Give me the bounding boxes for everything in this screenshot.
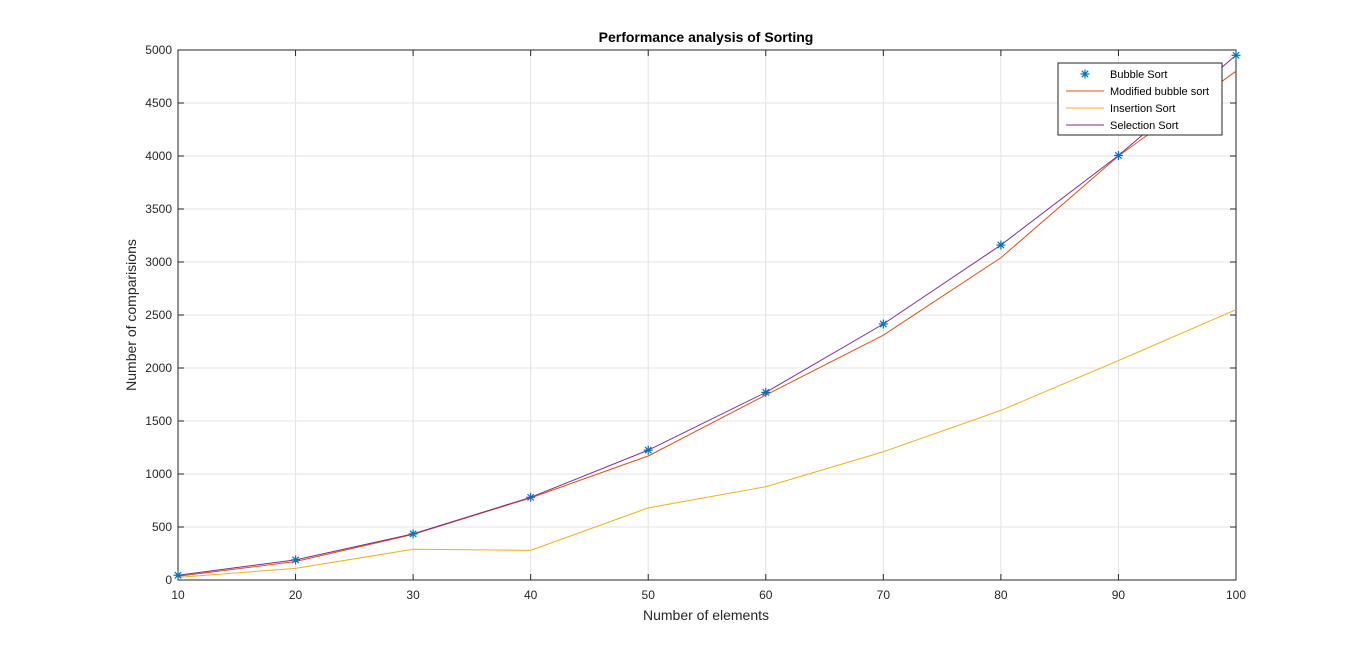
y-axis-label: Number of comparisions	[123, 239, 139, 391]
legend[interactable]: Bubble Sort Modified bubble sort Insertion…	[1058, 63, 1222, 135]
data-point-bubble-sort	[761, 388, 770, 397]
data-point-bubble-sort	[409, 529, 418, 538]
data-point-bubble-sort	[996, 241, 1005, 250]
y-tick-label: 4500	[145, 96, 172, 110]
y-tick-label: 2000	[145, 361, 172, 375]
legend-label-selection-sort: Selection Sort	[1110, 120, 1178, 132]
x-tick-label: 60	[759, 588, 773, 602]
data-point-bubble-sort	[291, 555, 300, 564]
x-tick-label: 80	[994, 588, 1008, 602]
data-point-bubble-sort	[1114, 151, 1123, 160]
x-tick-label: 10	[171, 588, 185, 602]
chart-title: Performance analysis of Sorting	[599, 29, 814, 45]
x-tick-label: 20	[289, 588, 303, 602]
legend-label-modified-bubble-sort: Modified bubble sort	[1110, 86, 1209, 98]
x-tick-label: 50	[642, 588, 656, 602]
legend-label-insertion-sort: Insertion Sort	[1110, 103, 1175, 115]
y-tick-label: 1000	[145, 467, 172, 481]
y-tick-label: 3500	[145, 202, 172, 216]
y-tick-label: 0	[165, 573, 172, 587]
data-point-bubble-sort	[174, 571, 183, 580]
legend-marker-bubble-sort	[1081, 70, 1090, 79]
x-tick-label: 30	[406, 588, 420, 602]
y-tick-label: 2500	[145, 308, 172, 322]
y-tick-label: 4000	[145, 149, 172, 163]
x-tick-label: 40	[524, 588, 538, 602]
data-point-bubble-sort	[526, 493, 535, 502]
data-point-bubble-sort	[1232, 51, 1241, 60]
data-point-bubble-sort	[879, 320, 888, 329]
legend-label-bubble-sort: Bubble Sort	[1110, 69, 1167, 81]
y-tick-label: 500	[152, 520, 172, 534]
x-axis-label: Number of elements	[643, 607, 769, 623]
x-tick-label: 90	[1112, 588, 1126, 602]
x-tick-label: 100	[1226, 588, 1246, 602]
data-point-bubble-sort	[644, 446, 653, 455]
y-tick-label: 1500	[145, 414, 172, 428]
y-tick-label: 3000	[145, 255, 172, 269]
y-tick-label: 5000	[145, 43, 172, 57]
x-tick-label: 70	[877, 588, 891, 602]
